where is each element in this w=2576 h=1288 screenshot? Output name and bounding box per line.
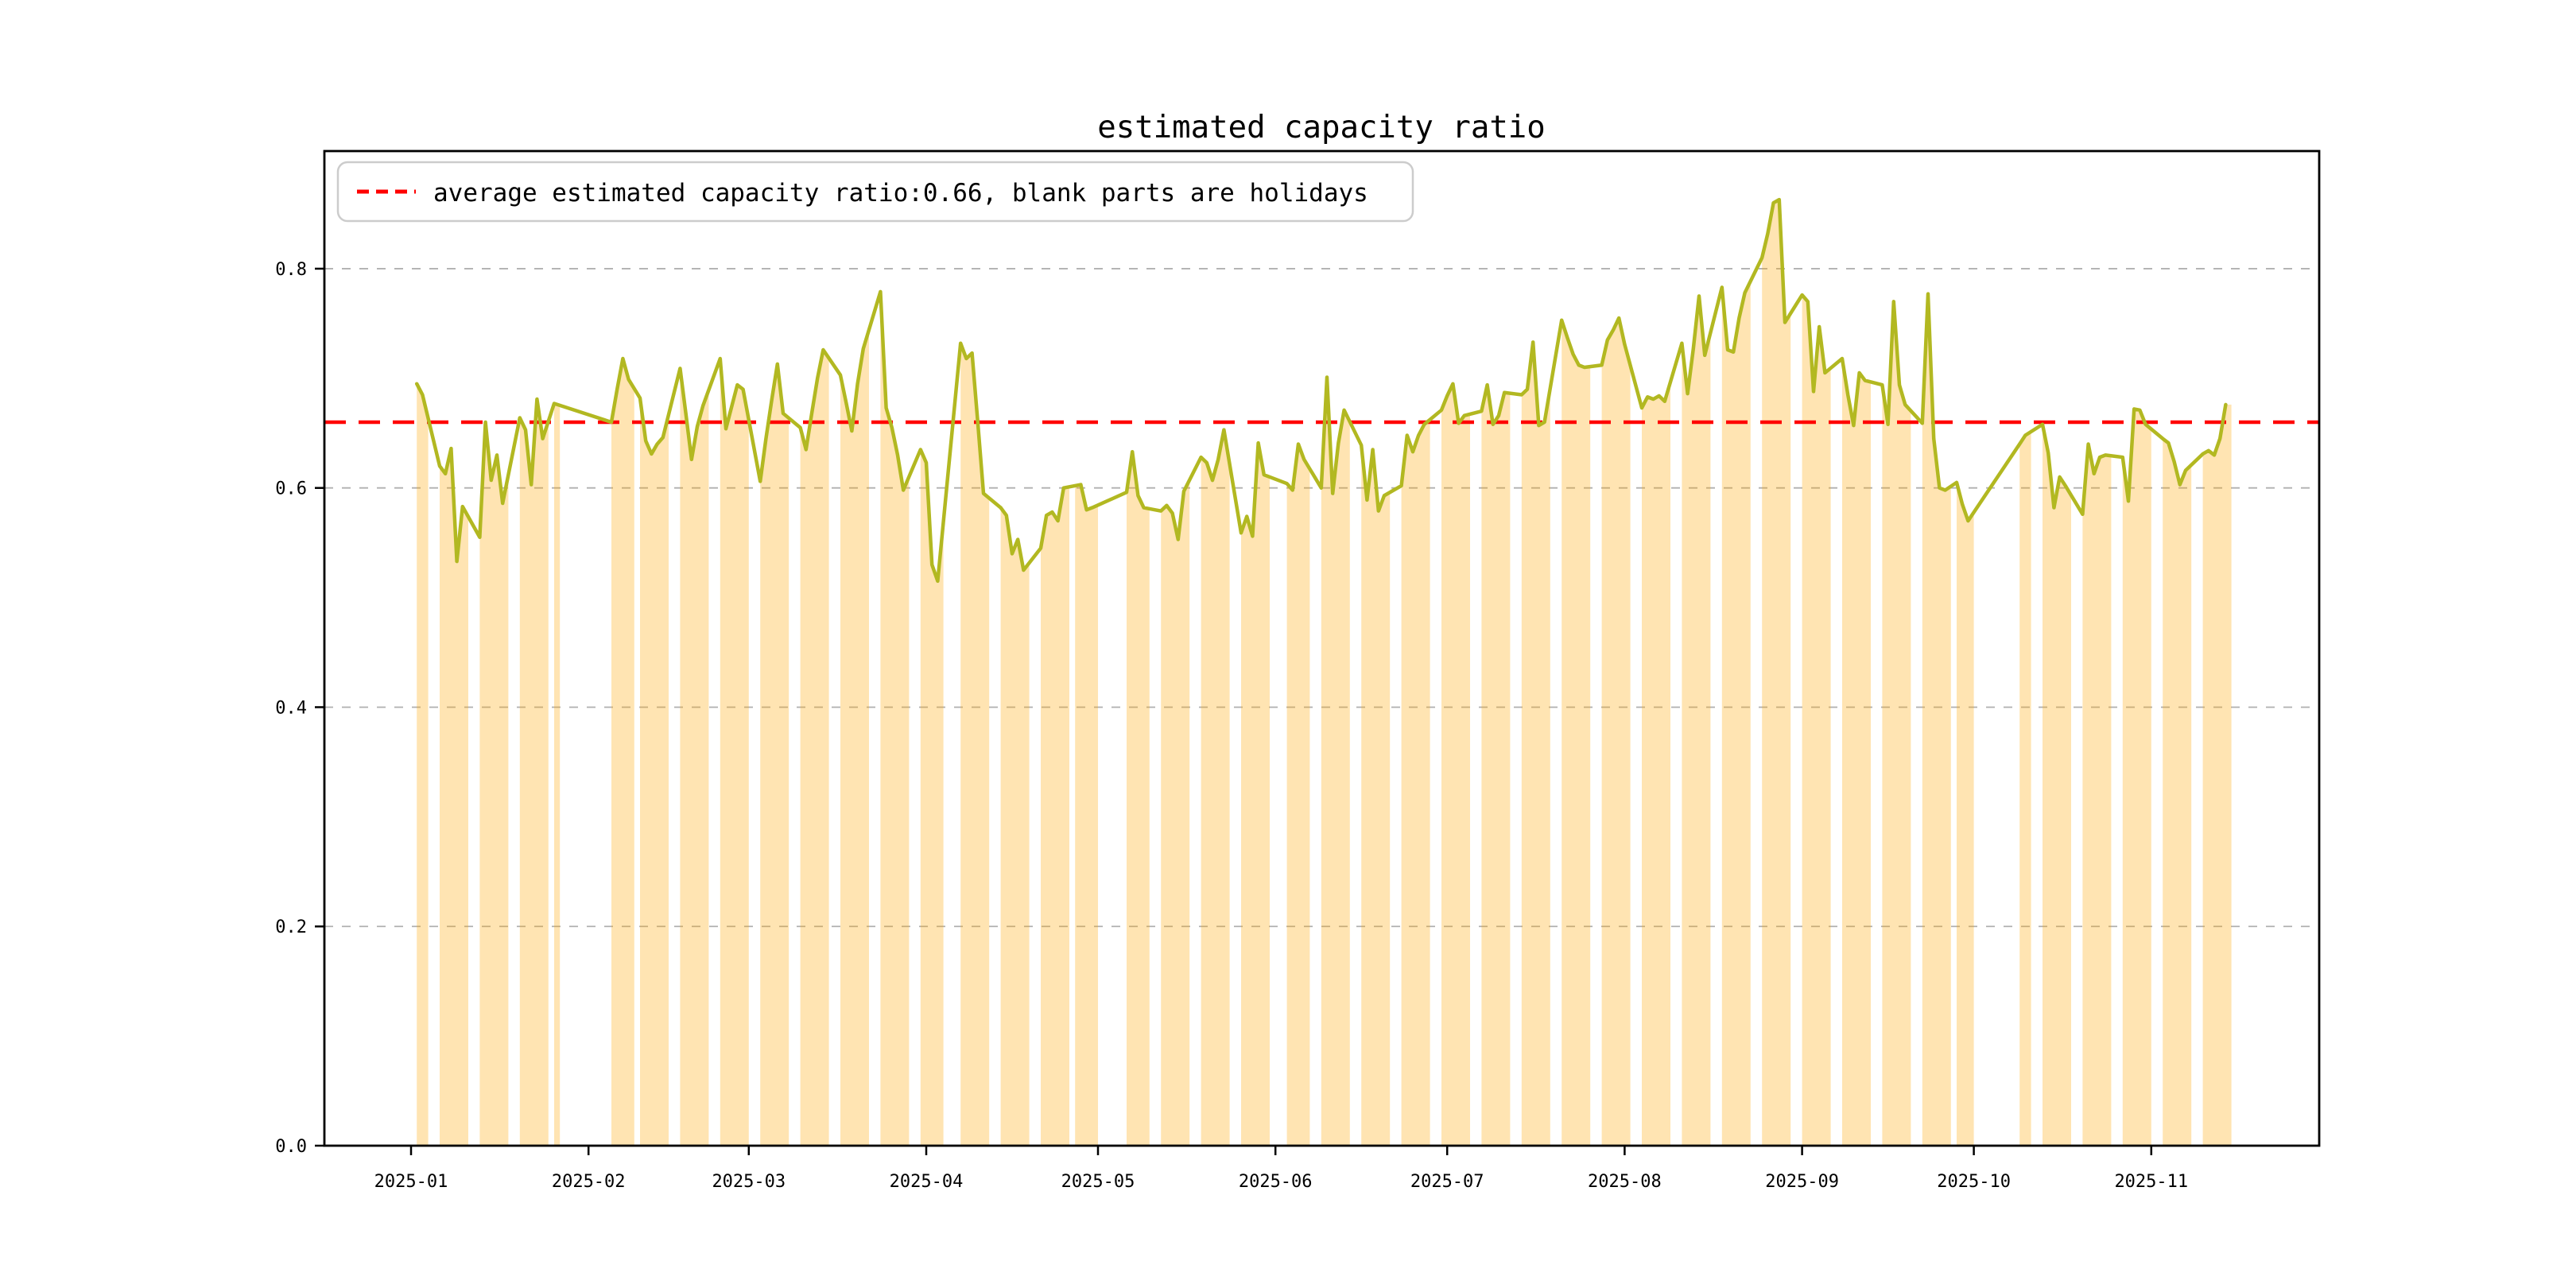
workday-shading xyxy=(1601,317,1631,1146)
x-tick-label: 2025-08 xyxy=(1588,1172,1662,1192)
y-tick-label: 0.6 xyxy=(275,479,307,499)
workday-shading xyxy=(2019,431,2031,1146)
workday-shading xyxy=(640,398,669,1146)
x-tick-label: 2025-05 xyxy=(1061,1172,1135,1192)
x-tick-label: 2025-10 xyxy=(1937,1172,2011,1192)
workday-shading xyxy=(1127,452,1150,1146)
workday-shading xyxy=(1075,484,1098,1146)
workday-shading xyxy=(1802,295,1831,1146)
legend-box xyxy=(336,161,1414,223)
workday-shading xyxy=(680,368,709,1146)
workday-shading xyxy=(440,448,468,1146)
capacity-ratio-line xyxy=(414,197,2228,584)
axes-spines xyxy=(323,149,2321,1147)
y-tick-label: 0.4 xyxy=(275,698,307,718)
workday-shading xyxy=(2082,444,2112,1146)
y-tick-label: 0.8 xyxy=(275,260,307,280)
legend: average estimated capacity ratio:0.66, b… xyxy=(336,161,1414,223)
workday-shading xyxy=(1882,301,1911,1146)
workday-shading xyxy=(920,449,944,1146)
plot-area: 2025-01 2025-02 2025-03 2025-04 2025-05 2025-… xyxy=(275,149,2321,1192)
workday-shading xyxy=(840,329,869,1146)
workday-shading xyxy=(1721,281,1751,1146)
x-tick-label: 2025-09 xyxy=(1765,1172,1839,1192)
workday-shading xyxy=(800,349,829,1146)
workday-shading xyxy=(720,359,749,1146)
workday-shading xyxy=(2163,438,2192,1146)
workday-shading xyxy=(1401,419,1430,1146)
workday-shading xyxy=(1521,342,1550,1146)
x-tick-label: 2025-02 xyxy=(552,1172,626,1192)
workday-shading xyxy=(2043,424,2071,1146)
x-tick-label: 2025-03 xyxy=(712,1172,786,1192)
workday-shading xyxy=(1922,293,1951,1146)
workday-shading xyxy=(417,383,429,1146)
workday-shading xyxy=(1321,377,1350,1146)
legend-label: average estimated capacity ratio:0.66, b… xyxy=(433,179,1368,208)
workday-shading xyxy=(1957,482,1974,1146)
workday-shading xyxy=(554,403,561,1146)
workday-shading xyxy=(1481,385,1511,1146)
workday-shading xyxy=(960,343,990,1146)
workday-shading xyxy=(1642,382,1670,1146)
workday-shading xyxy=(1286,444,1310,1146)
x-tick-label: 2025-11 xyxy=(2114,1172,2188,1192)
workday-shading xyxy=(611,359,634,1146)
workday-shading xyxy=(1762,200,1791,1146)
workday-shading xyxy=(1041,487,1069,1146)
y-tick-label: 0.0 xyxy=(275,1137,307,1157)
workday-shading xyxy=(880,291,910,1146)
workday-shading xyxy=(1161,479,1190,1146)
workday-shading xyxy=(1000,507,1030,1146)
x-tick-label: 2025-01 xyxy=(374,1172,448,1192)
chart-title: estimated capacity ratio xyxy=(1097,110,1546,145)
workday-shading xyxy=(1842,359,1871,1146)
x-tick-label: 2025-07 xyxy=(1410,1172,1484,1192)
x-tick-label: 2025-04 xyxy=(890,1172,964,1192)
workday-shading xyxy=(2202,404,2232,1146)
x-tick-label: 2025-06 xyxy=(1239,1172,1313,1192)
workday-shading xyxy=(479,421,509,1146)
workday-shading xyxy=(519,399,549,1146)
workday-shading xyxy=(760,363,789,1146)
workday-shading xyxy=(1201,429,1230,1146)
workday-shading xyxy=(1682,296,1711,1146)
workday-shading xyxy=(2122,409,2151,1146)
workday-shading xyxy=(1361,444,1391,1146)
workday-shading xyxy=(1241,443,1270,1146)
y-tick-label: 0.2 xyxy=(275,918,307,937)
workday-shading xyxy=(1562,320,1591,1146)
workday-shading xyxy=(1441,383,1470,1146)
